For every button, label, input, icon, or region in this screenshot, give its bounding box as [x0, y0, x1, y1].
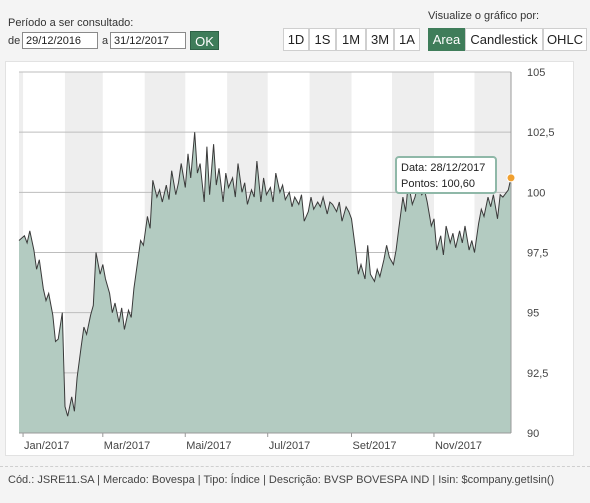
- to-label: a: [102, 35, 109, 47]
- y-tick-label: 95: [527, 308, 539, 320]
- y-tick-label: 102,5: [527, 127, 555, 139]
- chart-type-ohlc-button[interactable]: OHLC: [543, 28, 587, 51]
- range-button-1s[interactable]: 1S: [309, 28, 336, 51]
- from-date-input[interactable]: [22, 32, 98, 49]
- from-label: de: [8, 35, 21, 47]
- y-tick-label: 97,5: [527, 248, 548, 260]
- tooltip-date: Data: 28/12/2017: [401, 162, 486, 174]
- x-tick-label: Set/2017: [353, 440, 397, 452]
- x-tick-label: Jan/2017: [24, 440, 69, 452]
- highlight-marker: [506, 173, 516, 183]
- range-button-1a[interactable]: 1A: [394, 28, 420, 51]
- x-tick-label: Mar/2017: [104, 440, 150, 452]
- chart-type-candlestick-button[interactable]: Candlestick: [465, 28, 543, 51]
- view-label: Visualize o gráfico por:: [428, 10, 540, 22]
- x-tick-label: Mai/2017: [186, 440, 231, 452]
- y-tick-label: 92,5: [527, 368, 548, 380]
- x-tick-label: Jul/2017: [269, 440, 311, 452]
- y-tick-label: 90: [527, 428, 539, 440]
- series-line: [18, 132, 512, 417]
- period-label: Período a ser consultado:: [8, 17, 134, 29]
- to-date-input[interactable]: [110, 32, 186, 49]
- series-area: [19, 132, 511, 433]
- tooltip-points: Pontos: 100,60: [401, 178, 476, 190]
- range-button-1d[interactable]: 1D: [283, 28, 309, 51]
- instrument-info: Cód.: JSRE11.SA | Mercado: Bovespa | Tip…: [8, 474, 555, 486]
- chart-tooltip: Data: 28/12/2017 Pontos: 100,60: [395, 156, 497, 194]
- ok-button[interactable]: OK: [190, 31, 219, 50]
- chart-type-area-button[interactable]: Area: [428, 28, 465, 51]
- y-tick-label: 105: [527, 67, 545, 79]
- y-tick-label: 100: [527, 187, 545, 199]
- range-button-3m[interactable]: 3M: [366, 28, 394, 51]
- x-tick-label: Nov/2017: [435, 440, 482, 452]
- range-button-1m[interactable]: 1M: [336, 28, 366, 51]
- footer-divider: [0, 466, 590, 467]
